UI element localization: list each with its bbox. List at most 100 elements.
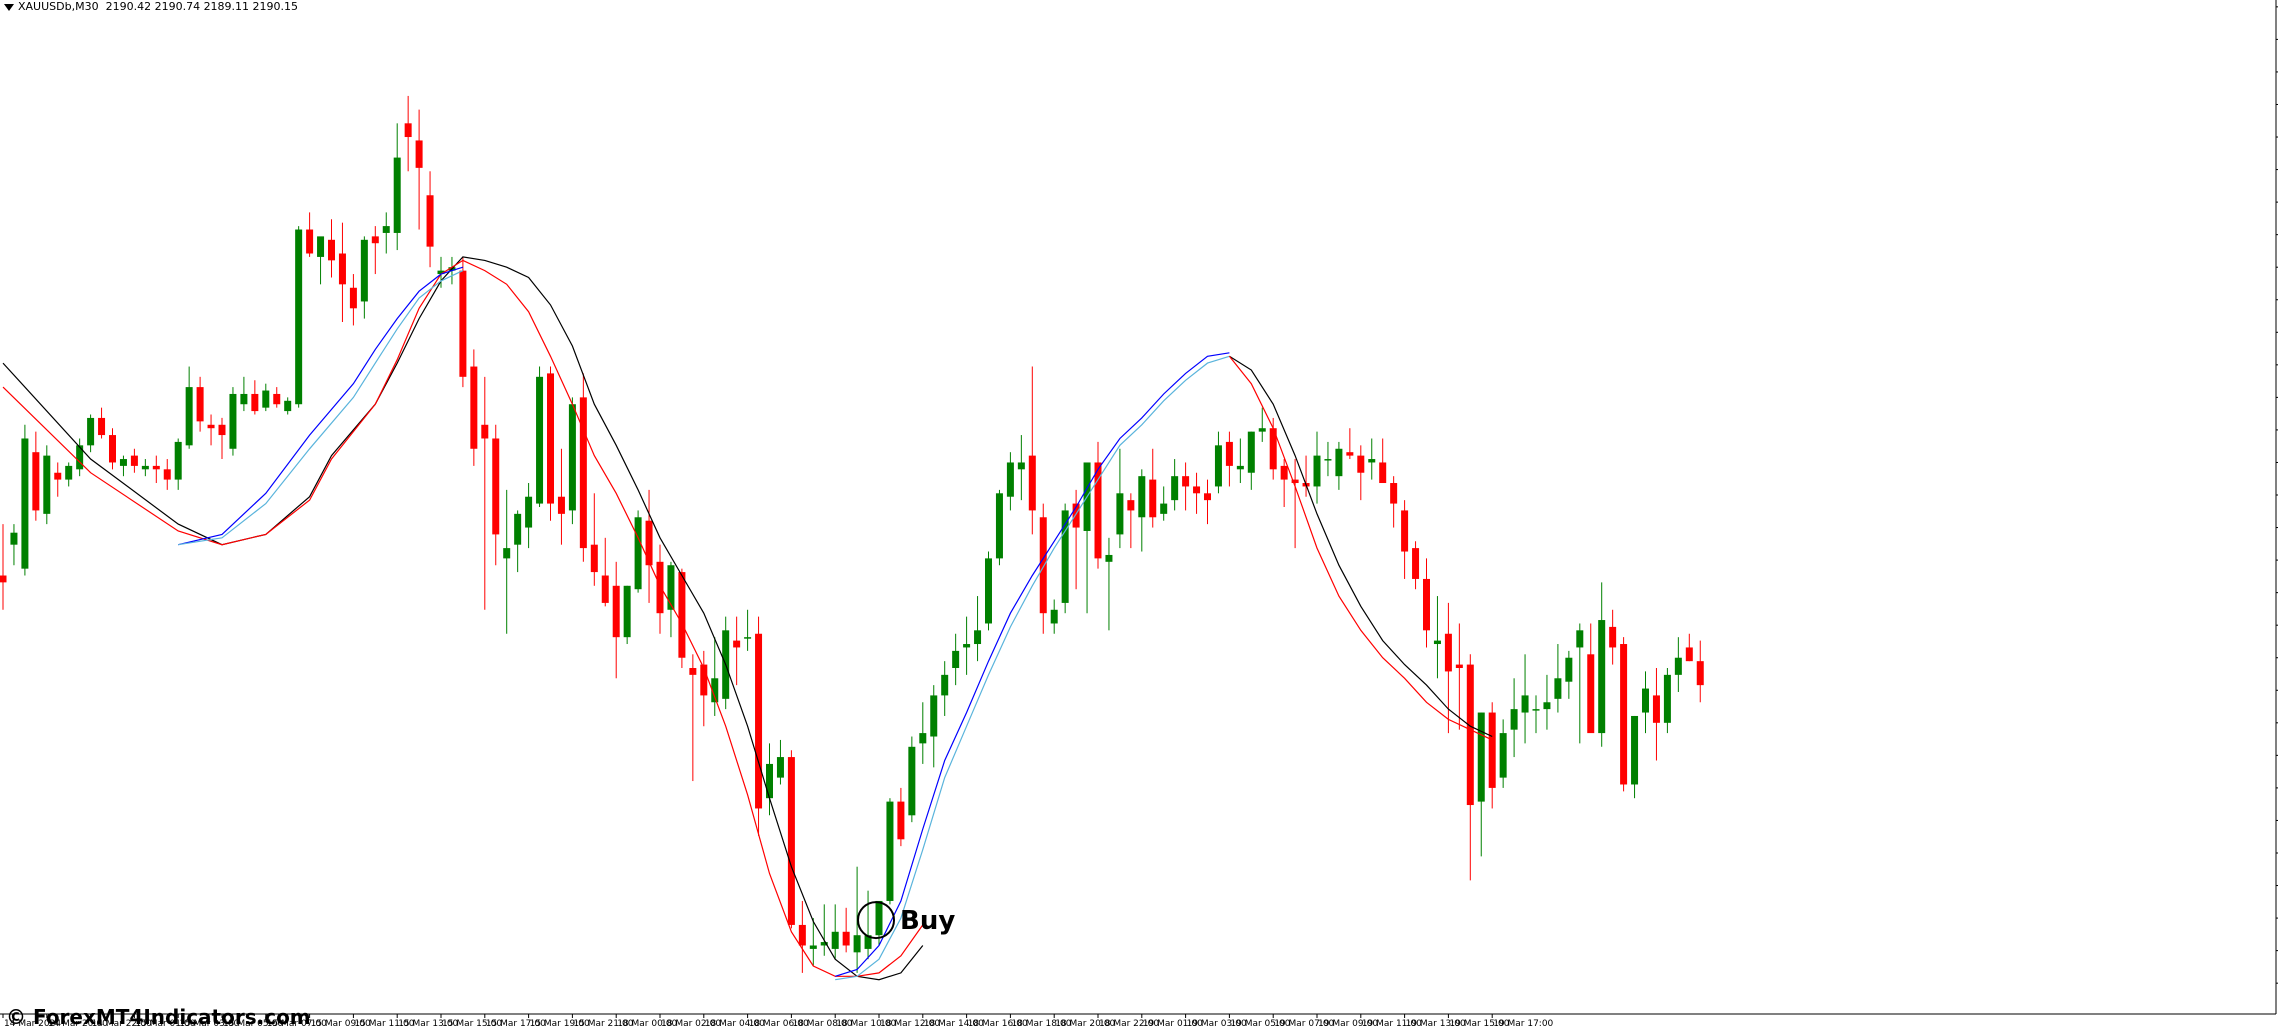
candle-body (1138, 476, 1146, 518)
candle-body (1576, 630, 1584, 648)
time-tick-label: 19 Mar 07:00 (1274, 1019, 1334, 1029)
candle-body (1313, 455, 1321, 487)
time-tick-label: 18 Mar 20:00 (1055, 1019, 1115, 1029)
time-tick-label: 19 Mar 11:00 (1362, 1019, 1422, 1029)
candle-body (1105, 554, 1113, 562)
buy-signal-label: Buy (900, 906, 955, 936)
candle-body (1521, 695, 1529, 713)
candle-body (875, 900, 883, 936)
candle-body (1039, 517, 1047, 614)
candle-body (1204, 493, 1211, 501)
chart-header: XAUUSDb,M30 2190.42 2190.74 2189.11 2190… (4, 0, 298, 13)
candle-body (1477, 712, 1485, 802)
time-tick-label: 19 Mar 13:00 (1406, 1019, 1466, 1029)
candle-body (547, 373, 554, 504)
candle-body (109, 435, 116, 463)
dropdown-triangle-icon[interactable] (4, 3, 14, 11)
candle-body (1488, 712, 1496, 788)
time-tick-label: 19 Mar 05:00 (1230, 1019, 1290, 1029)
ma-line-lightblue (835, 355, 1230, 981)
candle-body (43, 455, 51, 514)
candle-body (1324, 459, 1332, 461)
candle-body (185, 387, 193, 446)
candle-body (645, 520, 653, 566)
candle-body (1554, 678, 1562, 699)
candle-body (10, 532, 18, 545)
candle-body (404, 123, 412, 138)
candle-body (1532, 709, 1540, 711)
candle-body (634, 517, 642, 590)
candle-body (393, 157, 401, 233)
time-tick-label: 18 Mar 08:00 (792, 1019, 852, 1029)
candle-body (338, 253, 346, 285)
candle-body (579, 397, 587, 549)
candle-body (1258, 428, 1266, 432)
time-tick-label: 19 Mar 15:00 (1449, 1019, 1509, 1029)
candle-body (919, 733, 927, 744)
candle-body (590, 544, 598, 573)
candle-body (525, 496, 533, 528)
time-tick-label: 18 Mar 00:00 (617, 1019, 677, 1029)
time-tick-label: 19 Mar 03:00 (1187, 1019, 1247, 1029)
candle-body (328, 239, 335, 261)
candle-body (174, 441, 182, 480)
candle-body (1401, 510, 1409, 552)
candle-body (1160, 503, 1168, 514)
candle-body (87, 417, 95, 446)
candle-body (1006, 462, 1014, 497)
ma-line-lightblue (178, 270, 464, 546)
candle-body (317, 236, 325, 257)
candle-body (1455, 664, 1463, 669)
time-tick-label: 18 Mar 18:00 (1011, 1019, 1071, 1029)
candle-body (1017, 462, 1025, 470)
candle-body (437, 270, 445, 275)
time-tick-label: 15 Mar 15:00 (442, 1019, 502, 1029)
time-tick-label: 14 Mar 2024 (4, 1019, 61, 1029)
candle-body (0, 575, 7, 583)
candle-body (1663, 674, 1671, 723)
candle-body (470, 366, 478, 449)
candle-body (1696, 661, 1704, 686)
time-tick-label: 18 Mar 04:00 (705, 1019, 765, 1029)
buy-signal-circle (857, 901, 895, 940)
time-tick-label: 15 Mar 07:00 (267, 1019, 327, 1029)
candle-body (284, 400, 292, 412)
candle-body (656, 561, 664, 614)
candle-body (1236, 465, 1244, 470)
candle-body (1379, 462, 1387, 484)
time-tick-label: 15 Mar 01:00 (135, 1019, 195, 1029)
candle-body (1499, 733, 1507, 778)
candle-body (503, 548, 511, 559)
candle-body (54, 472, 62, 480)
candle-body (306, 229, 314, 254)
candle-body (481, 424, 489, 439)
candle-body (1193, 486, 1201, 494)
candle-body (1587, 654, 1595, 734)
candle-body (809, 945, 817, 949)
candle-body (886, 801, 894, 901)
time-tick-label: 18 Mar 02:00 (661, 1019, 721, 1029)
candle-body (1598, 620, 1606, 734)
candle-body (459, 270, 467, 377)
candle-body (218, 424, 226, 436)
candle-body (196, 387, 204, 422)
candle-body (1149, 479, 1157, 518)
candle-body (1050, 609, 1058, 624)
candle-body (864, 935, 872, 949)
candle-body (251, 393, 259, 412)
ma-line-blue (835, 352, 1230, 977)
candle-body (1116, 493, 1124, 535)
time-tick-label: 15 Mar 03:00 (179, 1019, 239, 1029)
candle-body (678, 572, 686, 658)
candle-body (1631, 715, 1639, 785)
candle-body (1543, 702, 1551, 710)
candle-body (65, 465, 73, 480)
candle-body (1061, 510, 1069, 603)
time-tick-label: 14 Mar 22:00 (92, 1019, 152, 1029)
candle-body (1171, 476, 1179, 501)
ma-line-blue (178, 266, 464, 546)
candle-body (908, 746, 916, 816)
candle-body (1620, 644, 1628, 785)
